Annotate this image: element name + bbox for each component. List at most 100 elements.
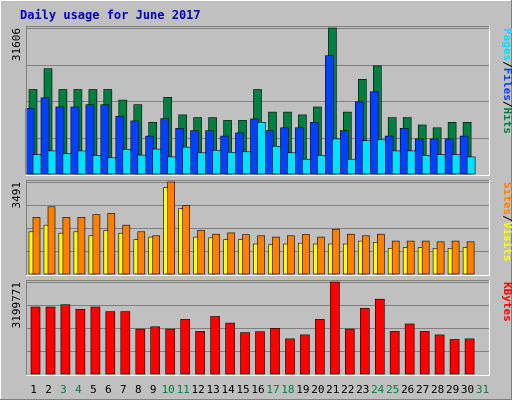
bar-sites-day-12: [197, 230, 205, 275]
bar-pages-day-26: [406, 150, 416, 175]
bar-pages-day-29: [451, 154, 461, 175]
x-tick-label: 28: [431, 383, 444, 396]
bar-sites-day-6: [107, 213, 116, 275]
bar-pages-day-3: [62, 153, 72, 175]
bar-kbytes-day-23: [359, 308, 370, 375]
bar-files-day-3: [55, 106, 65, 175]
bar-pages-day-30: [466, 156, 476, 175]
bar-kbytes-day-19: [300, 334, 310, 375]
bar-pages-day-17: [272, 146, 281, 175]
bar-kbytes-day-4: [75, 308, 86, 375]
bar-pages-day-22: [346, 158, 356, 175]
bar-sites-day-16: [257, 235, 265, 275]
bar-pages-day-12: [197, 152, 206, 175]
bar-pages-day-1: [32, 154, 42, 175]
bar-sites-day-30: [466, 241, 475, 275]
bar-pages-day-24: [376, 139, 386, 175]
x-tick-label: 18: [281, 383, 294, 396]
bar-files-day-7: [115, 116, 125, 175]
x-tick-label: 17: [266, 383, 279, 396]
series-pages: [32, 122, 476, 175]
bar-kbytes-day-18: [285, 338, 295, 375]
bar-kbytes-day-20: [315, 319, 325, 375]
chart-title: Daily usage for June 2017: [20, 8, 201, 22]
bar-sites-day-25: [391, 240, 400, 275]
bar-kbytes-day-26: [404, 323, 415, 375]
bar-kbytes-day-21: [330, 281, 340, 375]
bar-kbytes-day-10: [165, 328, 175, 375]
bar-kbytes-day-25: [389, 331, 400, 375]
x-tick-label: 20: [311, 383, 324, 396]
bar-files-day-20: [310, 122, 319, 175]
bar-pages-day-2: [47, 150, 57, 175]
bar-kbytes-day-3: [60, 304, 71, 375]
x-tick-label: 29: [446, 383, 459, 396]
x-tick-label: 2: [45, 383, 52, 396]
legend-hits: Hits: [501, 108, 512, 135]
bar-sites-day-1: [32, 217, 41, 275]
bar-files-day-19: [295, 127, 304, 175]
bar-files-day-8: [130, 120, 140, 175]
bar-kbytes-day-27: [419, 331, 430, 375]
bar-pages-day-11: [182, 146, 191, 175]
x-tick-label: 4: [75, 383, 82, 396]
series-visits: [28, 187, 471, 275]
bar-sites-day-27: [421, 240, 430, 275]
x-tick-label: 1: [30, 383, 37, 396]
x-tick-label: 7: [120, 383, 127, 396]
x-tick-label: 8: [135, 383, 142, 396]
x-tick-label: 10: [162, 383, 175, 396]
bar-sites-day-7: [122, 224, 131, 275]
bar-pages-day-16: [257, 122, 266, 175]
bar-pages-day-10: [167, 156, 176, 175]
bar-sites-day-18: [287, 235, 295, 275]
bar-files-day-21: [325, 55, 334, 175]
bar-sites-day-19: [302, 234, 310, 275]
x-tick-label: 11: [177, 383, 190, 396]
bar-files-day-23: [354, 101, 364, 175]
bar-kbytes-day-29: [449, 339, 460, 375]
bar-pages-day-9: [152, 148, 161, 175]
series-files: [25, 55, 469, 175]
x-tick-label: 13: [206, 383, 219, 396]
bar-files-day-4: [70, 106, 80, 175]
legend-visits: Visits: [501, 222, 512, 262]
bar-pages-day-13: [212, 150, 221, 175]
bar-kbytes-day-11: [180, 319, 190, 375]
bar-sites-day-26: [406, 240, 415, 275]
legend: Sites/Visits: [501, 182, 512, 262]
legend-separator: /: [501, 61, 512, 68]
bar-sites-day-10: [167, 181, 175, 275]
bar-sites-day-24: [376, 233, 385, 275]
x-tick-label: 6: [105, 383, 112, 396]
bar-pages-day-4: [77, 150, 87, 175]
x-tick-label: 23: [356, 383, 369, 396]
bar-kbytes-day-16: [255, 331, 265, 375]
bar-kbytes-day-22: [344, 328, 355, 375]
x-tick-label: 14: [221, 383, 235, 396]
bar-sites-day-14: [227, 232, 235, 275]
bar-sites-day-11: [182, 205, 190, 275]
bar-pages-day-21: [332, 138, 341, 175]
legend: Pages/Files/Hits: [501, 28, 512, 134]
bar-sites-day-29: [451, 240, 460, 275]
bar-kbytes-day-12: [195, 331, 205, 375]
x-tick-label: 3: [60, 383, 67, 396]
bar-pages-day-5: [92, 155, 102, 175]
bar-kbytes-day-14: [225, 322, 235, 375]
legend-files: Files: [501, 68, 512, 101]
bar-pages-day-20: [317, 155, 326, 175]
bar-sites-day-21: [332, 228, 340, 275]
bar-kbytes-day-1: [30, 306, 41, 375]
bar-pages-day-28: [436, 154, 446, 175]
legend-separator: /: [501, 101, 512, 108]
bar-pages-day-27: [421, 155, 431, 175]
bar-kbytes-day-17: [270, 327, 280, 375]
x-tick-label: 15: [236, 383, 249, 396]
bar-kbytes-day-8: [135, 328, 146, 375]
bar-kbytes-day-7: [120, 311, 131, 375]
bar-kbytes-day-13: [210, 316, 220, 375]
legend-pages: Pages: [501, 28, 512, 61]
